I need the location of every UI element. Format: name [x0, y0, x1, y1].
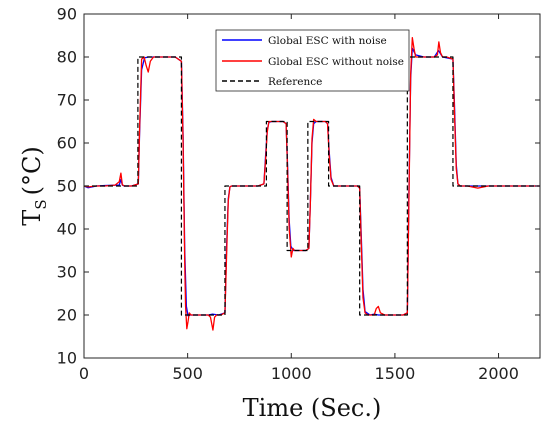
y-tick-label: 10	[57, 349, 77, 368]
x-tick-label: 1000	[271, 364, 312, 383]
x-tick-label: 0	[79, 364, 89, 383]
y-axis-title-unit: (°C)	[18, 146, 46, 195]
x-tick-label: 2000	[478, 364, 519, 383]
legend: Global ESC with noise Global ESC without…	[215, 29, 410, 92]
y-tick-label: 80	[57, 48, 77, 67]
y-axis-title: TS (°C)	[18, 146, 50, 225]
y-axis-title-subscript: S	[32, 199, 50, 209]
x-axis: 0 500 1000 1500 2000	[79, 14, 519, 383]
y-tick-label: 50	[57, 177, 77, 196]
legend-label-with-noise: Global ESC with noise	[268, 35, 387, 47]
x-tick-label: 500	[172, 364, 203, 383]
y-tick-label: 20	[57, 306, 77, 325]
y-axis: 10 20 30 40 50 60 70 80 90	[57, 5, 540, 368]
y-tick-label: 30	[57, 263, 77, 282]
y-tick-label: 90	[57, 5, 77, 24]
y-tick-label: 60	[57, 134, 77, 153]
x-axis-title: Time (Sec.)	[243, 394, 382, 422]
y-tick-label: 70	[57, 91, 77, 110]
legend-label-without-noise: Global ESC without noise	[268, 56, 404, 68]
svg-text:TS(°C): TS (°C)	[18, 146, 50, 225]
series-layer	[83, 37, 540, 331]
series-line-reference	[84, 56, 540, 316]
y-tick-label: 40	[57, 220, 77, 239]
y-axis-title-main: T	[18, 210, 46, 226]
legend-label-reference: Reference	[268, 76, 322, 88]
x-tick-label: 1500	[375, 364, 416, 383]
